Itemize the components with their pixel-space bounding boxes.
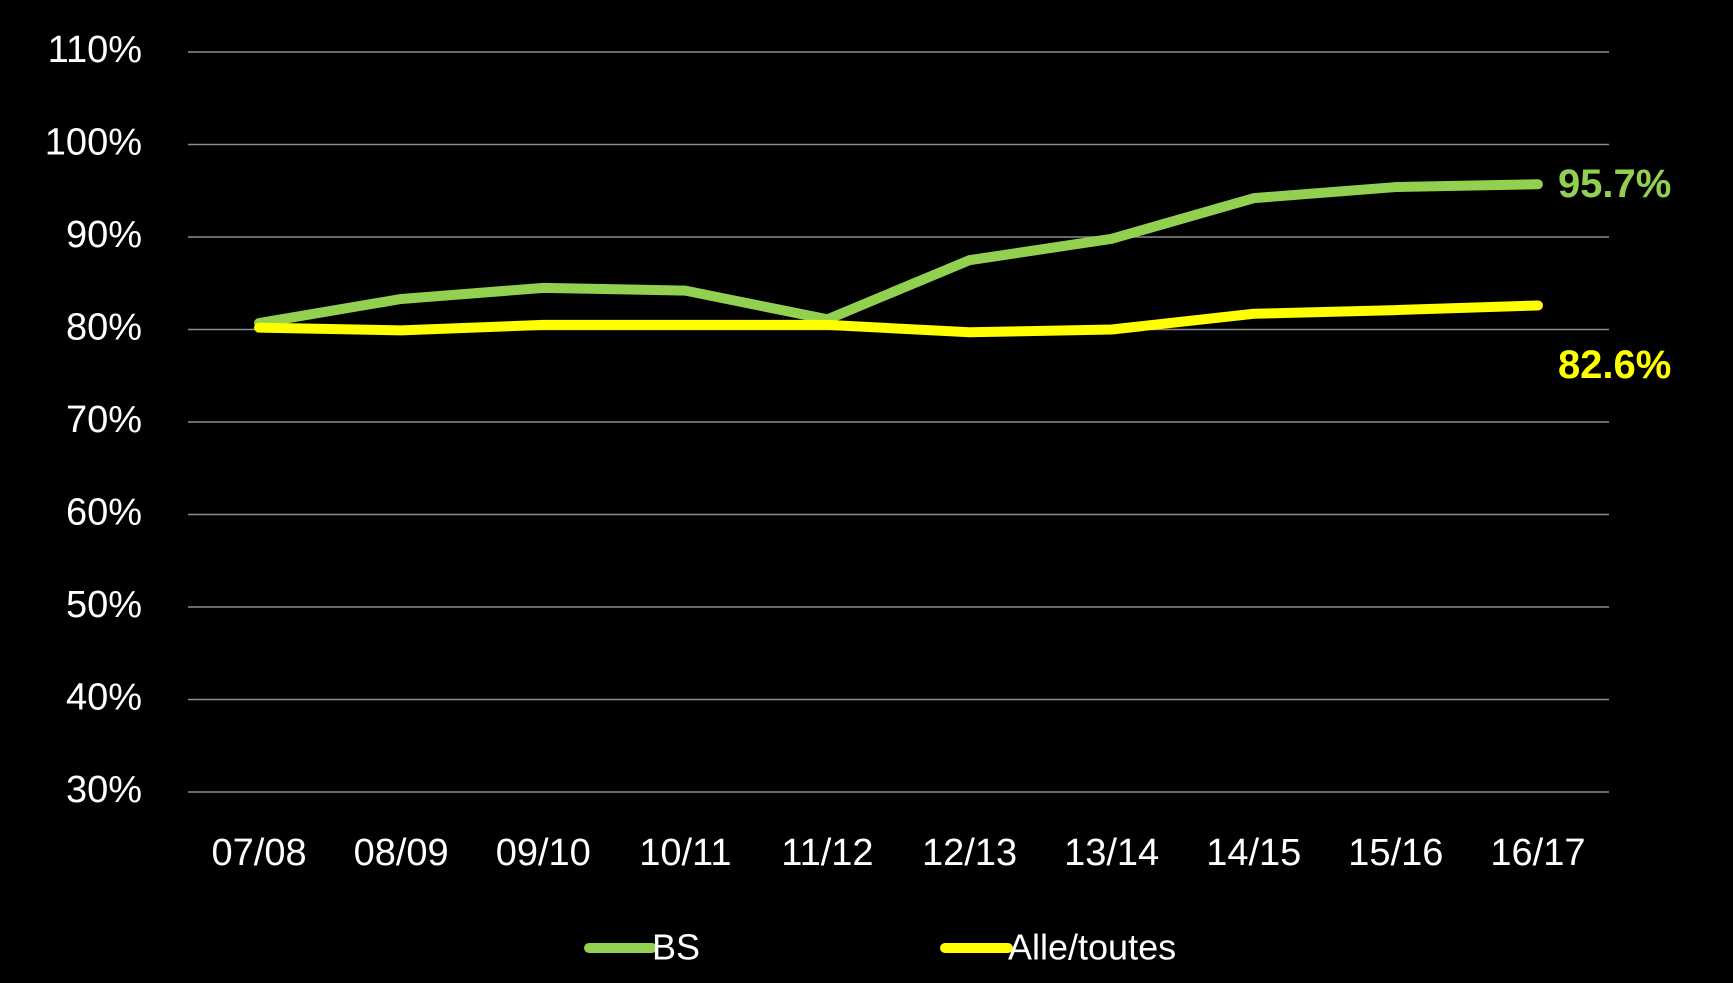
y-tick-label: 80% bbox=[66, 307, 142, 349]
y-tick-label: 40% bbox=[66, 677, 142, 719]
x-tick-label: 08/09 bbox=[354, 832, 449, 874]
x-tick-label: 16/17 bbox=[1490, 832, 1585, 874]
y-tick-label: 100% bbox=[45, 122, 142, 164]
x-tick-label: 14/15 bbox=[1206, 832, 1301, 874]
x-tick-label: 09/10 bbox=[496, 832, 591, 874]
x-tick-label: 10/11 bbox=[639, 832, 731, 874]
x-tick-label: 15/16 bbox=[1348, 832, 1443, 874]
series-line bbox=[254, 179, 1543, 329]
y-tick-label: 70% bbox=[66, 399, 142, 441]
series-line bbox=[254, 300, 1543, 338]
y-tick-label: 30% bbox=[66, 769, 142, 811]
y-tick-label: 50% bbox=[66, 584, 142, 626]
legend-label: BS bbox=[652, 927, 700, 968]
y-tick-label: 110% bbox=[48, 29, 142, 71]
x-tick-label: 12/13 bbox=[922, 832, 1017, 874]
data-label: 95.7% bbox=[1558, 162, 1671, 206]
x-tick-label: 13/14 bbox=[1064, 832, 1159, 874]
x-tick-label: 07/08 bbox=[212, 832, 307, 874]
data-label: 82.6% bbox=[1558, 343, 1671, 387]
y-tick-label: 60% bbox=[66, 492, 142, 534]
y-tick-label: 90% bbox=[66, 214, 142, 256]
legend-label: Alle/toutes bbox=[1008, 927, 1176, 968]
x-tick-label: 11/12 bbox=[781, 832, 873, 874]
